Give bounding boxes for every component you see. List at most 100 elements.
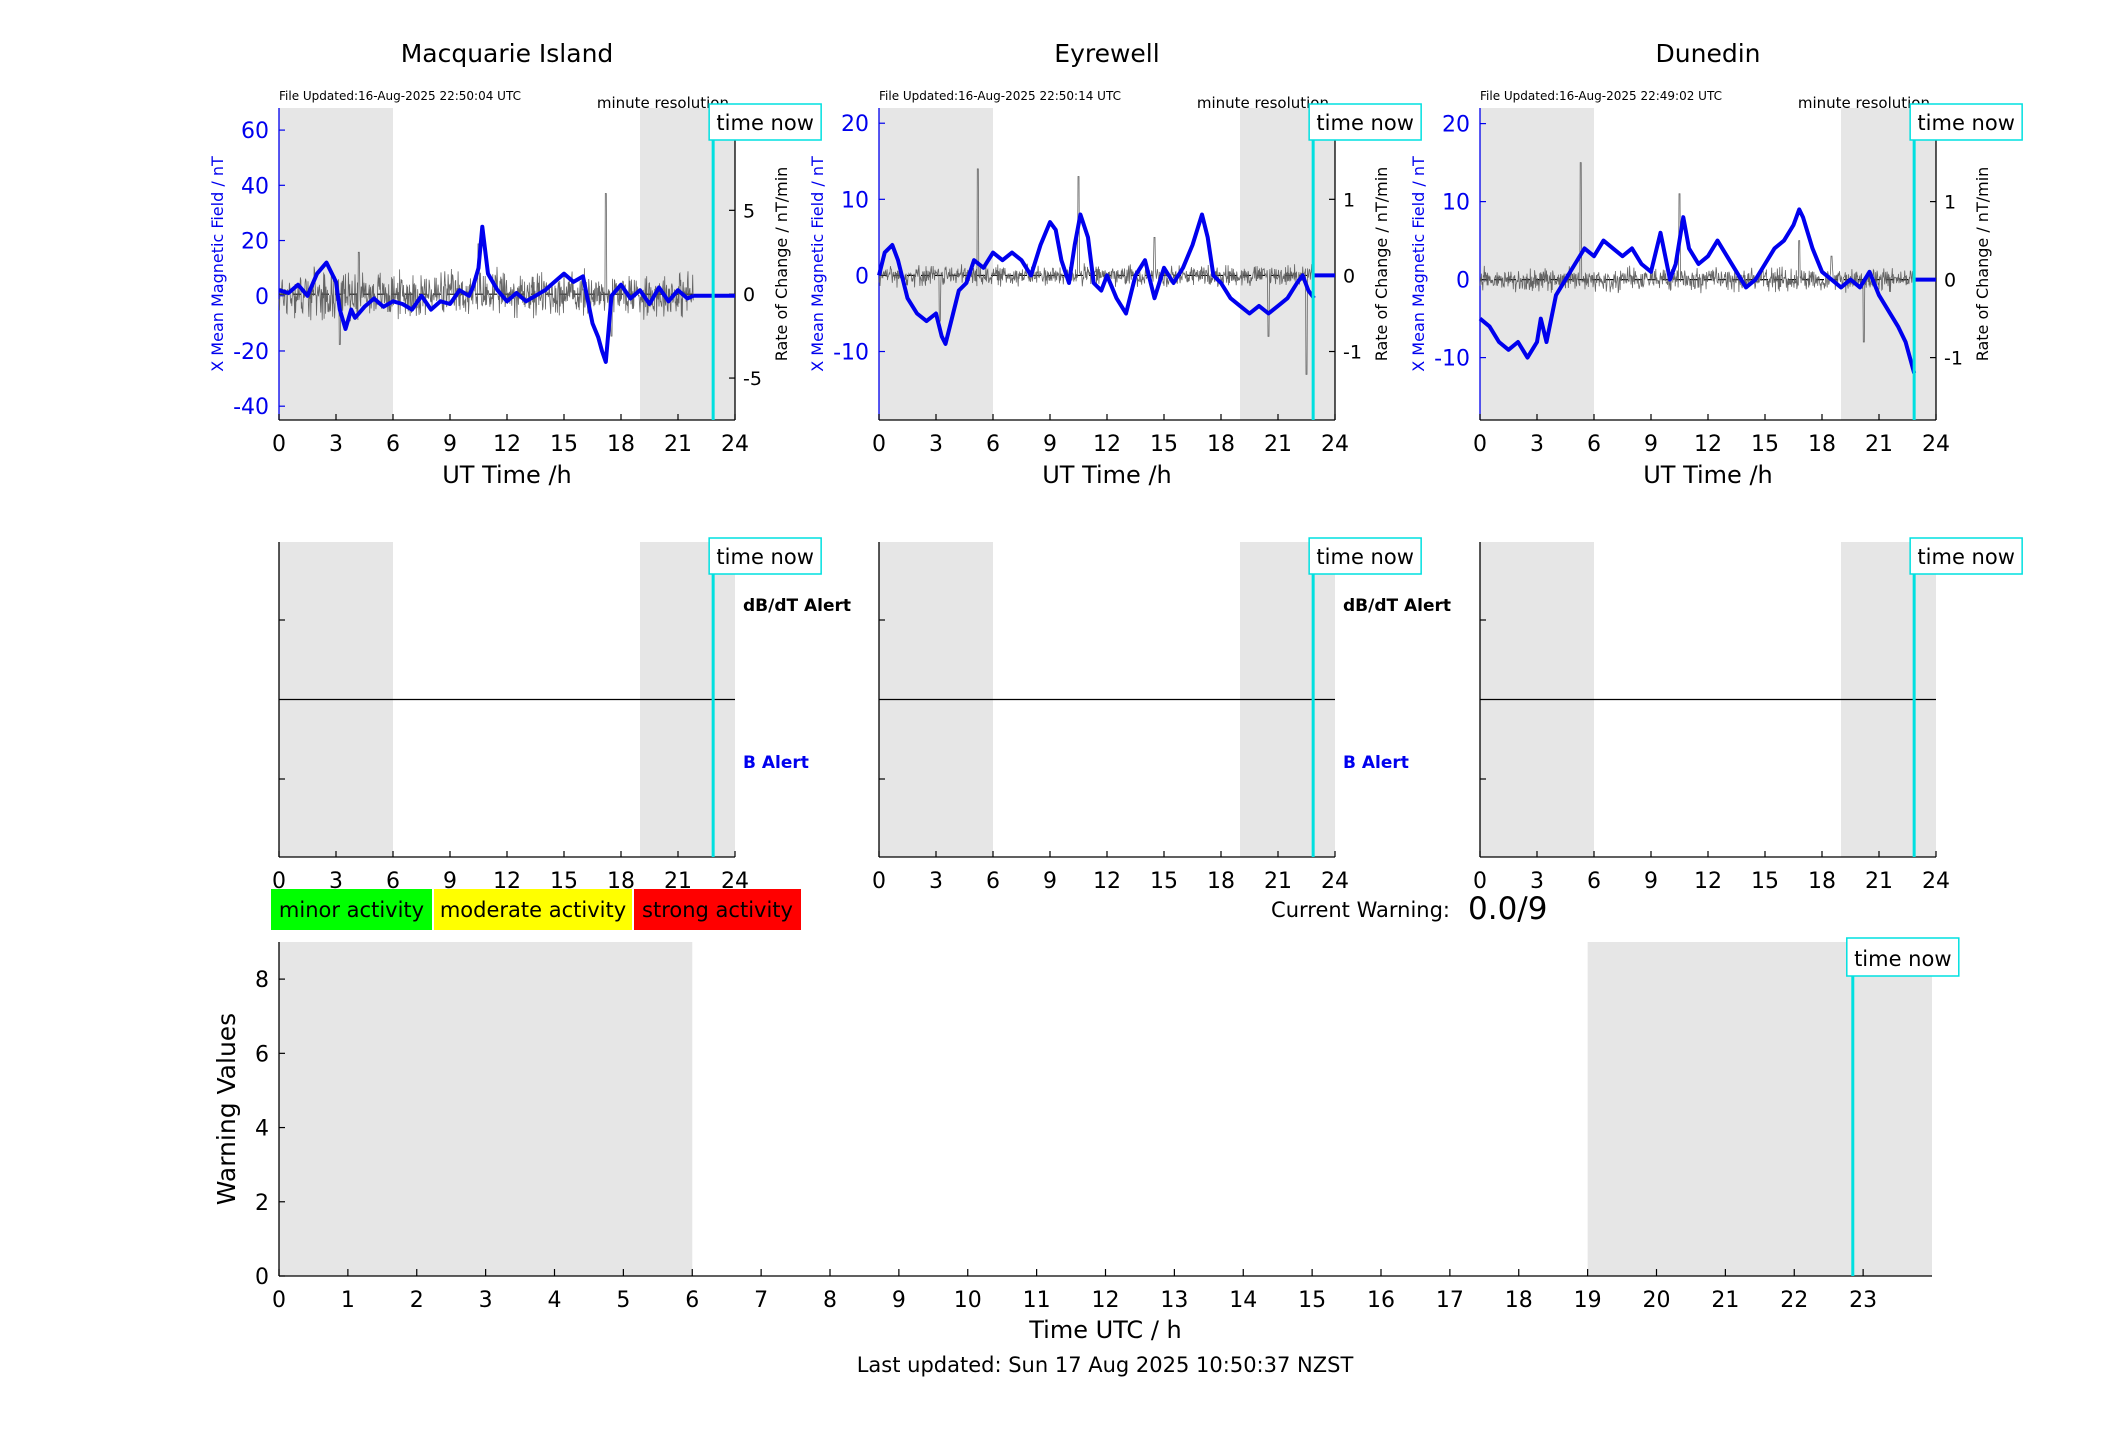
alert-x-tick-label: 21 xyxy=(1865,869,1893,894)
warning-x-tick-label: 23 xyxy=(1849,1288,1877,1313)
x-tick-label: 6 xyxy=(1587,432,1601,457)
warning-x-tick-label: 17 xyxy=(1436,1288,1464,1313)
x-tick-label: 21 xyxy=(1865,432,1893,457)
night-shade xyxy=(1587,942,1932,1276)
left-tick-label: -20 xyxy=(233,340,269,365)
right-tick-label: 1 xyxy=(1343,189,1355,211)
legend-swatch xyxy=(634,889,801,930)
alert-time-now-box xyxy=(1308,537,1422,575)
x-tick-label: 0 xyxy=(1473,432,1487,457)
night-shade xyxy=(1240,108,1335,420)
warning-y-tick-label: 2 xyxy=(255,1191,269,1216)
left-tick-label: -10 xyxy=(833,341,869,366)
x-tick-label: 9 xyxy=(1644,432,1658,457)
alert-x-tick-label: 18 xyxy=(1207,869,1235,894)
alert-x-tick-label: 24 xyxy=(1922,869,1950,894)
right-tick-label: 1 xyxy=(1944,192,1956,214)
x-axis-label: UT Time /h xyxy=(442,461,572,489)
time-now-box xyxy=(1308,103,1422,141)
station-title: Dunedin xyxy=(1656,39,1761,68)
left-tick-label: 0 xyxy=(255,285,269,310)
x-tick-label: 15 xyxy=(1150,432,1178,457)
x-tick-label: 0 xyxy=(272,432,286,457)
left-tick-label: 60 xyxy=(241,119,269,144)
night-shade xyxy=(1841,108,1936,420)
warning-x-tick-label: 18 xyxy=(1505,1288,1533,1313)
station-panel-1: Eyrewell File Updated:16-Aug-2025 22:50:1… xyxy=(808,39,1451,894)
file-updated: File Updated:16-Aug-2025 22:50:04 UTC xyxy=(279,89,521,103)
current-warning-value: 0.0/9 xyxy=(1468,891,1547,927)
night-shade xyxy=(640,108,735,420)
alert-time-now-label: time now xyxy=(1316,545,1413,569)
x-tick-label: 6 xyxy=(386,432,400,457)
right-tick-label: -5 xyxy=(743,368,762,390)
warning-x-tick-label: 10 xyxy=(954,1288,982,1313)
alert-x-tick-label: 12 xyxy=(1093,869,1121,894)
right-tick-label: 0 xyxy=(1343,265,1355,287)
b-alert-label: B Alert xyxy=(743,753,809,773)
x-tick-label: 21 xyxy=(1264,432,1292,457)
warning-x-tick-label: 1 xyxy=(341,1288,355,1313)
time-now-box xyxy=(1909,103,2023,141)
alert-x-tick-label: 15 xyxy=(1150,869,1178,894)
alert-x-tick-label: 0 xyxy=(1473,869,1487,894)
right-tick-label: 0 xyxy=(743,284,755,306)
left-tick-label: 10 xyxy=(1442,191,1470,216)
legend-label: strong activity xyxy=(642,898,793,922)
alert-x-tick-label: 9 xyxy=(1043,869,1057,894)
x-tick-label: 24 xyxy=(721,432,749,457)
dbdt-alert-label: dB/dT Alert xyxy=(1343,596,1451,616)
station-panel-0: Macquarie Island File Updated:16-Aug-2025… xyxy=(208,39,851,894)
legend-swatch xyxy=(271,889,432,930)
legend-item-1: moderate activity xyxy=(434,889,632,930)
warning-y-tick-label: 8 xyxy=(255,968,269,993)
alert-x-tick-label: 18 xyxy=(1808,869,1836,894)
right-axis-label: Rate of Change / nT/min xyxy=(772,167,791,362)
right-tick-label: 5 xyxy=(743,200,755,222)
legend-label: moderate activity xyxy=(440,898,626,922)
right-tick-label: -1 xyxy=(1343,342,1362,364)
x-tick-label: 18 xyxy=(1808,432,1836,457)
station-title: Macquarie Island xyxy=(401,39,614,68)
resolution-label: minute resolution xyxy=(597,94,729,112)
dbdt-alert-label: dB/dT Alert xyxy=(743,596,851,616)
left-tick-label: 20 xyxy=(241,230,269,255)
time-now-label: time now xyxy=(1917,111,2014,135)
warning-x-tick-label: 5 xyxy=(616,1288,630,1313)
x-tick-label: 12 xyxy=(1093,432,1121,457)
left-tick-label: 0 xyxy=(1456,269,1470,294)
left-axis-label: X Mean Magnetic Field / nT xyxy=(1409,156,1428,372)
left-tick-label: 0 xyxy=(855,264,869,289)
warning-x-tick-label: 2 xyxy=(410,1288,424,1313)
warning-x-tick-label: 6 xyxy=(685,1288,699,1313)
x-tick-label: 3 xyxy=(1530,432,1544,457)
x-tick-label: 24 xyxy=(1321,432,1349,457)
warning-x-tick-label: 14 xyxy=(1229,1288,1257,1313)
alert-x-tick-label: 3 xyxy=(329,869,343,894)
mag-field-line xyxy=(877,212,1316,346)
warning-y-tick-label: 6 xyxy=(255,1042,269,1067)
x-tick-label: 24 xyxy=(1922,432,1950,457)
right-axis-label: Rate of Change / nT/min xyxy=(1372,167,1391,362)
warning-x-tick-label: 0 xyxy=(272,1288,286,1313)
legend-item-2: strong activity xyxy=(634,889,801,930)
alert-x-tick-label: 3 xyxy=(929,869,943,894)
night-shade xyxy=(279,942,693,1276)
warning-x-tick-label: 19 xyxy=(1574,1288,1602,1313)
warning-x-tick-label: 4 xyxy=(548,1288,562,1313)
alert-x-tick-label: 24 xyxy=(1321,869,1349,894)
mag-field-line xyxy=(278,224,695,364)
left-tick-label: 10 xyxy=(841,188,869,213)
left-axis-label: X Mean Magnetic Field / nT xyxy=(808,156,827,372)
legend-item-0: minor activity xyxy=(271,889,432,930)
station-title: Eyrewell xyxy=(1054,39,1159,68)
legend-label: minor activity xyxy=(279,898,424,922)
alert-time-now-box xyxy=(708,537,822,575)
warning-x-tick-label: 22 xyxy=(1780,1288,1808,1313)
time-now-label: time now xyxy=(1316,111,1413,135)
x-tick-label: 9 xyxy=(443,432,457,457)
rate-of-change-line xyxy=(1479,162,1915,343)
